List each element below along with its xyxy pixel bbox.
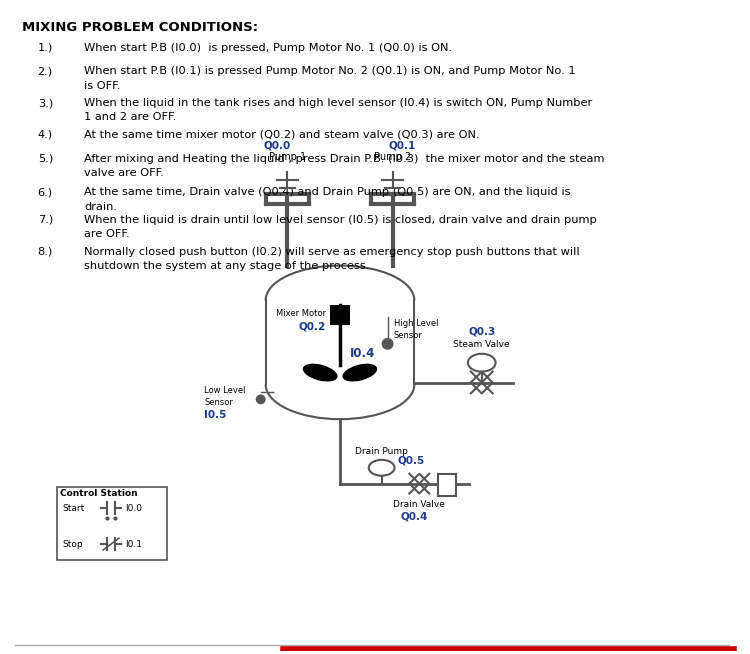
Text: Normally closed push button (I0.2) will serve as emergency stop push buttons tha: Normally closed push button (I0.2) will … [84,247,580,271]
Text: Control Station: Control Station [61,489,138,498]
Text: Sensor: Sensor [394,331,422,340]
Text: Q0.4: Q0.4 [400,511,428,521]
Text: 1.): 1.) [38,43,53,52]
Text: I0.1: I0.1 [125,540,142,549]
Ellipse shape [266,266,414,335]
Text: 5.): 5.) [38,154,53,164]
Text: Low Level: Low Level [204,387,246,396]
Text: At the same time, Drain valve (Q0.4) and Drain Pump (Q0.5) are ON, and the liqui: At the same time, Drain valve (Q0.4) and… [84,187,571,212]
Text: Mixer Motor: Mixer Motor [276,309,326,318]
Ellipse shape [369,460,394,475]
Text: When start P.B (I0.1) is pressed Pump Motor No. 2 (Q0.1) is ON, and Pump Motor N: When start P.B (I0.1) is pressed Pump Mo… [84,66,576,91]
Ellipse shape [303,364,338,381]
Circle shape [256,394,266,404]
Text: 8.): 8.) [38,247,53,257]
Text: Q0.3: Q0.3 [468,327,495,337]
Bar [330,305,350,325]
Text: MIXING PROBLEM CONDITIONS:: MIXING PROBLEM CONDITIONS: [22,21,258,34]
Ellipse shape [343,364,377,381]
Text: Q0.2: Q0.2 [298,321,326,331]
Text: When start P.B (I0.0)  is pressed, Pump Motor No. 1 (Q0.0) is ON.: When start P.B (I0.0) is pressed, Pump M… [84,43,452,52]
Text: Pump 2: Pump 2 [374,152,411,162]
Text: Start: Start [62,504,85,513]
Ellipse shape [266,350,414,419]
Text: 2.): 2.) [38,66,52,77]
Text: After mixing and Heating the liquid , press Drain P.B. (I0.3)  the mixer motor a: After mixing and Heating the liquid , pr… [84,154,604,178]
Text: I0.0: I0.0 [125,504,142,513]
Text: At the same time mixer motor (Q0.2) and steam valve (Q0.3) are ON.: At the same time mixer motor (Q0.2) and … [84,129,480,140]
Text: Q0.5: Q0.5 [398,456,425,466]
Text: When the liquid in the tank rises and high level sensor (I0.4) is switch ON, Pum: When the liquid in the tank rises and hi… [84,98,592,122]
Text: High Level: High Level [394,319,438,328]
Ellipse shape [468,354,496,371]
Text: Q0.1: Q0.1 [388,141,416,150]
Text: Stop: Stop [62,540,83,549]
Text: Steam Valve: Steam Valve [454,340,510,349]
Bar [438,473,456,496]
Text: Drain Pump: Drain Pump [356,447,408,456]
Circle shape [382,338,394,350]
Text: Sensor: Sensor [204,398,233,407]
Text: 4.): 4.) [38,129,52,140]
Text: 3.): 3.) [38,98,53,108]
Text: Pump 1: Pump 1 [269,152,306,162]
Bar [266,300,414,385]
Text: 7.): 7.) [38,215,53,225]
Text: Drain Valve: Drain Valve [393,500,445,509]
Text: I0.5: I0.5 [204,410,226,421]
Text: When the liquid is drain until low level sensor (I0.5) is closed, drain valve an: When the liquid is drain until low level… [84,215,597,239]
Text: 6.): 6.) [38,187,52,198]
Text: Q0.0: Q0.0 [264,141,291,150]
Text: I0.4: I0.4 [350,347,375,360]
Bar [58,487,166,560]
